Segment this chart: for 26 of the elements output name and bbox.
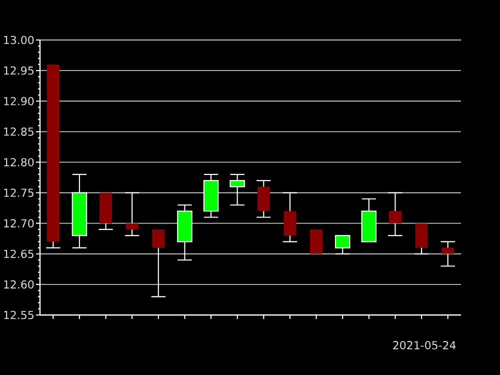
candlestick — [440, 241, 456, 267]
y-tick-label: 12.60 — [4, 280, 34, 289]
candlestick — [256, 180, 272, 218]
y-tick-label: 12.55 — [4, 310, 34, 320]
y-tick-label: 12.90 — [4, 96, 34, 106]
candlestick — [388, 192, 403, 236]
candlestick — [414, 223, 430, 254]
y-tick-label: 13.00 — [4, 36, 34, 44]
candlestick — [72, 174, 88, 248]
candlestick — [282, 192, 298, 242]
y-tick-label: 12.95 — [4, 66, 34, 75]
candlestick — [203, 174, 219, 218]
y-tick-label: 12.80 — [4, 158, 34, 166]
y-tick-label: 12.65 — [4, 250, 34, 258]
y-tick-label: 12.85 — [4, 128, 34, 136]
candlestick — [124, 192, 140, 236]
candlestick — [46, 64, 61, 248]
candlestick — [230, 174, 245, 206]
candlestick — [361, 198, 377, 242]
y-tick-label: 12.70 — [4, 219, 34, 228]
candlestick — [177, 204, 192, 261]
y-tick-label: 12.75 — [4, 188, 34, 197]
candlestick — [334, 235, 350, 254]
text: 2021-05-24 — [393, 341, 456, 350]
candlestick — [150, 229, 166, 298]
candlestick — [98, 192, 114, 230]
